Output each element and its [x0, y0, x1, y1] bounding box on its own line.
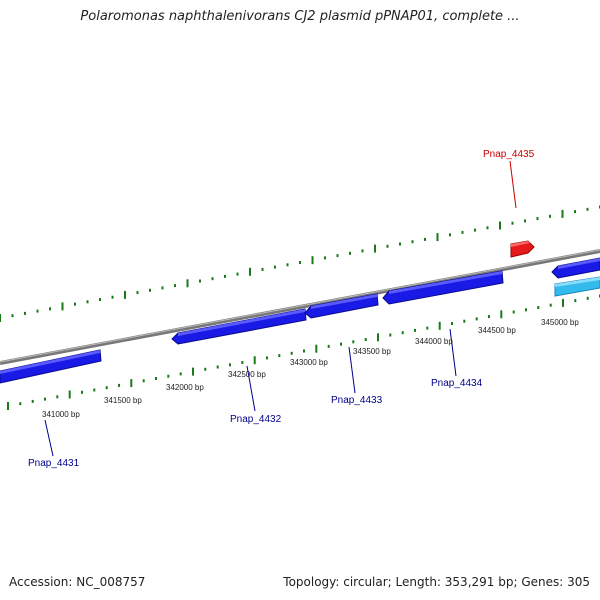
gene-feature-offscreen-light[interactable]	[554, 276, 600, 297]
leader-pnap-4431	[44, 419, 54, 457]
scale-label: 343000 bp	[290, 358, 328, 367]
gene-label-pnap-4433[interactable]: Pnap_4433	[331, 395, 383, 406]
gene-feature-pnap-4432[interactable]	[171, 308, 307, 345]
gene-feature-pnap-4434[interactable]	[382, 270, 504, 305]
accession-text: Accession: NC_008757	[9, 575, 146, 589]
gene-label-pnap-4431[interactable]: Pnap_4431	[28, 458, 80, 469]
gene-feature-pnap-4433[interactable]	[304, 293, 379, 319]
gene-label-pnap-4434[interactable]: Pnap_4434	[431, 378, 483, 389]
scale-label: 341500 bp	[104, 396, 142, 405]
scale-label: 342000 bp	[166, 383, 204, 392]
scale-label: 345000 bp	[541, 318, 579, 327]
leader-pnap-4435	[509, 160, 517, 209]
scale-label: 342500 bp	[228, 370, 266, 379]
scale-label: 343500 bp	[353, 347, 391, 356]
leader-pnap-4433	[348, 346, 356, 394]
scale-label: 344500 bp	[478, 326, 516, 335]
leader-pnap-4432	[246, 365, 256, 412]
plasmid-backbone	[0, 249, 600, 365]
gene-feature-pnap-4435[interactable]	[510, 240, 535, 258]
scale-label: 344000 bp	[415, 337, 453, 346]
gene-label-pnap-4435[interactable]: Pnap_4435	[483, 149, 535, 160]
leader-pnap-4434	[449, 328, 457, 377]
scale-label: 341000 bp	[42, 410, 80, 419]
gene-feature-offscreen-blue[interactable]	[551, 257, 600, 279]
upper-scale-track	[0, 205, 600, 322]
gene-label-pnap-4432[interactable]: Pnap_4432	[230, 414, 282, 425]
summary-text: Topology: circular; Length: 353,291 bp; …	[283, 575, 590, 589]
lower-scale-track	[7, 294, 600, 410]
map-title: Polaromonas naphthalenivorans CJ2 plasmi…	[80, 9, 520, 24]
gene-feature-pnap-4431[interactable]	[0, 349, 102, 384]
